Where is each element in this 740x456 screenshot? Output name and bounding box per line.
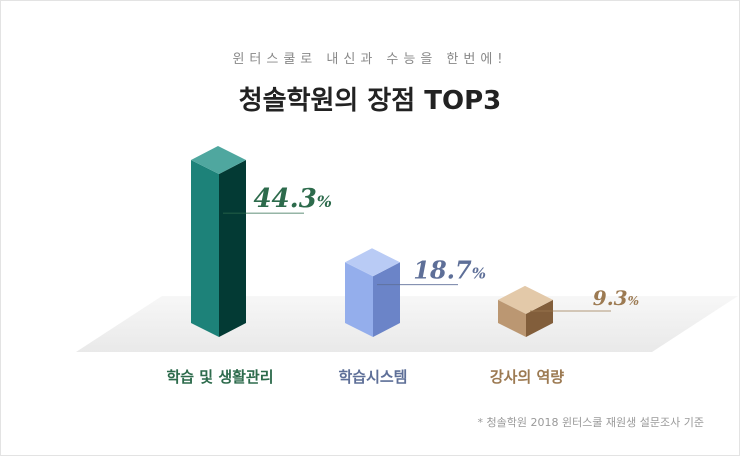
bar-1-value-number: 44.3 [253, 184, 316, 214]
bar-1-front [191, 160, 219, 337]
bar-3-top [498, 285, 553, 314]
bar-3-front [498, 299, 526, 337]
bar-3-value-unit: % [628, 294, 639, 308]
bar-3-value-label: 9.3% [593, 286, 639, 310]
chart-subtitle: 윈터스쿨로 내신과 수능을 한번에! [232, 52, 508, 67]
chart-title: 청솔학원의 장점 TOP3 [238, 86, 502, 116]
bar-1-value-label: 44.3% [253, 184, 332, 214]
bar-3: 9.3% 강사의 역량 [490, 285, 639, 386]
category-label-2: 학습시스템 [338, 368, 407, 386]
bar-1-side [219, 160, 246, 337]
bar-3-side [526, 299, 553, 337]
bar-1-top [191, 146, 246, 174]
category-label-3: 강사의 역량 [490, 368, 564, 386]
bar-2-value-unit: % [472, 265, 486, 283]
bar-2-front [345, 262, 373, 337]
category-label-1: 학습 및 생활관리 [166, 368, 273, 386]
bar-2-value-label: 18.7% [413, 256, 486, 285]
bar-2-side [373, 262, 400, 337]
bar-3-value-number: 9.3 [593, 286, 628, 310]
bar-2: 18.7% 학습시스템 [338, 248, 486, 386]
bar-2-top [345, 248, 400, 277]
bar-2-value-number: 18.7 [413, 256, 472, 285]
bar-1-value-unit: % [317, 192, 332, 211]
survey-footnote: * 청솔학원 2018 윈터스쿨 재원생 설문조사 기준 [477, 416, 704, 429]
bar-1: 44.3% 학습 및 생활관리 [166, 146, 332, 386]
